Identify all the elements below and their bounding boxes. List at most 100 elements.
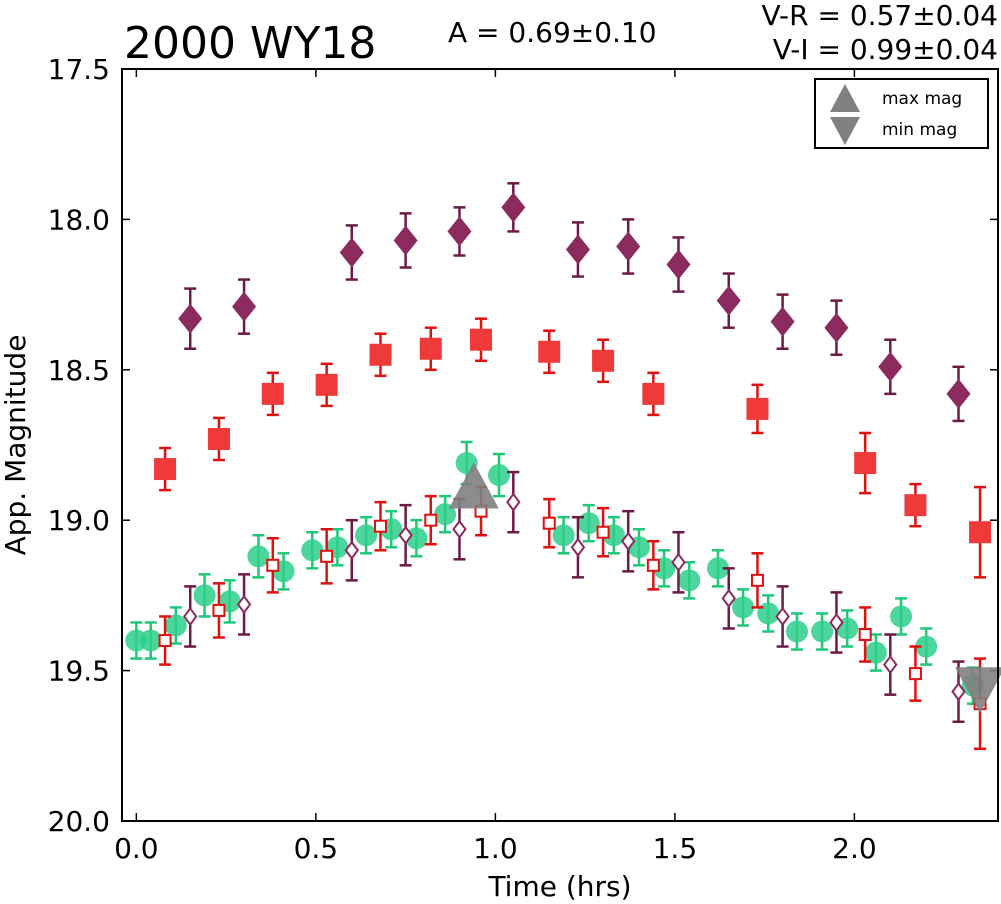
green-circle-point	[552, 524, 575, 547]
purple-diamond-point	[770, 306, 795, 337]
purple-diamond-point	[616, 231, 641, 262]
green-circle-point	[678, 569, 701, 592]
open-diamond-point	[883, 654, 898, 675]
purple-diamond-point	[946, 378, 971, 409]
open-diamond-point	[570, 537, 586, 557]
vi-annotation: V-I = 0.99±0.04	[773, 33, 998, 66]
red-square-point	[969, 521, 992, 544]
green-circle-point	[434, 503, 457, 526]
open-square-point	[212, 603, 226, 617]
open-diamond-point	[829, 612, 844, 633]
chart-title: 2000 WY18	[124, 18, 376, 69]
red-square-point	[642, 382, 665, 405]
green-circle-point	[487, 464, 510, 487]
open-diamond-point	[620, 531, 636, 551]
open-diamond-point	[398, 525, 413, 545]
open-diamond-point	[721, 588, 736, 609]
vr-annotation: V-R = 0.57±0.04	[762, 0, 998, 32]
purple-diamond-point	[447, 216, 472, 247]
x-tick-label: 1.0	[473, 832, 518, 865]
green-circle-point	[811, 620, 834, 643]
red-square-point	[154, 458, 177, 481]
y-tick-label: 19.5	[48, 655, 110, 688]
x-tick-label: 0.5	[294, 832, 339, 865]
open-diamond-point	[182, 606, 198, 627]
open-diamond-point	[452, 519, 467, 539]
amplitude-annotation: A = 0.69±0.10	[448, 16, 657, 49]
max-mag-marker	[448, 462, 499, 509]
open-diamond-point	[775, 606, 790, 627]
plot-frame	[121, 68, 999, 822]
green-circle-point	[139, 629, 162, 652]
purple-diamond-point	[565, 234, 590, 265]
x-tick-label: 1.5	[653, 832, 698, 865]
open-square-point	[646, 558, 660, 572]
y-tick-label: 20.0	[48, 805, 110, 838]
green-circle-point	[301, 539, 324, 562]
open-square-point	[373, 519, 387, 533]
red-square-point	[315, 373, 338, 396]
green-circle-point	[732, 596, 755, 619]
data-points	[125, 182, 1001, 751]
green-circle-point	[164, 614, 187, 637]
open-square-point	[158, 634, 172, 648]
min-mag-marker	[955, 667, 1001, 714]
axis-ticks: 0.0 0.5 1.0 1.5 2.0 17.5 18.0 18.5 19.0 19.5 20.0	[48, 53, 998, 865]
open-square-point	[424, 513, 438, 527]
open-square-point	[750, 573, 764, 587]
open-diamond-point	[951, 681, 966, 702]
open-diamond-point	[236, 594, 252, 615]
purple-diamond-point	[878, 351, 903, 382]
open-square-point	[266, 558, 280, 572]
green-circle-point	[915, 635, 938, 658]
red-square-point	[538, 340, 561, 363]
legend-min-mag-marker	[830, 117, 860, 145]
green-circle-point	[757, 602, 780, 625]
x-tick-label: 0.0	[114, 832, 159, 865]
open-square-point	[596, 525, 610, 539]
purple-diamond-point	[393, 225, 418, 256]
purple-diamond-point	[178, 303, 203, 334]
open-diamond-point	[671, 552, 686, 572]
legend-max-mag-label: max mag	[882, 89, 962, 109]
open-diamond-point	[506, 492, 521, 512]
red-square-point	[419, 337, 442, 360]
red-square-point	[746, 397, 769, 420]
green-circle-point	[193, 584, 216, 607]
green-circle-point	[864, 641, 887, 664]
y-tick-label: 17.5	[48, 53, 110, 86]
series-diamond-open	[182, 470, 966, 723]
green-circle-point	[577, 512, 600, 535]
purple-diamond-point	[666, 249, 691, 280]
red-square-point	[904, 494, 927, 517]
green-circle-point	[355, 524, 378, 547]
red-square-point	[207, 427, 230, 450]
y-axis-label: App. Magnitude	[0, 335, 32, 556]
x-tick-label: 2.0	[832, 832, 877, 865]
y-tick-label: 18.5	[48, 354, 110, 387]
y-tick-label: 18.0	[48, 203, 110, 236]
red-square-point	[369, 343, 392, 366]
series-square-filled	[154, 317, 992, 579]
y-tick-label: 19.0	[48, 504, 110, 537]
open-square-point	[320, 549, 334, 563]
legend-min-mag-label: min mag	[882, 120, 957, 140]
x-axis-label: Time (hrs)	[487, 870, 631, 903]
purple-diamond-point	[232, 291, 257, 322]
purple-diamond-point	[824, 312, 849, 343]
open-diamond-point	[344, 540, 360, 560]
purple-diamond-point	[716, 285, 741, 316]
green-circle-point	[785, 620, 808, 643]
legend-max-mag-marker	[830, 84, 860, 112]
red-square-point	[854, 452, 877, 475]
red-square-point	[470, 328, 493, 351]
open-square-point	[858, 628, 872, 642]
green-circle-point	[890, 605, 913, 628]
purple-diamond-point	[339, 237, 364, 268]
red-square-point	[592, 349, 615, 372]
legend: max mag min mag	[814, 78, 989, 149]
open-square-point	[908, 667, 922, 681]
green-circle-point	[706, 557, 729, 580]
